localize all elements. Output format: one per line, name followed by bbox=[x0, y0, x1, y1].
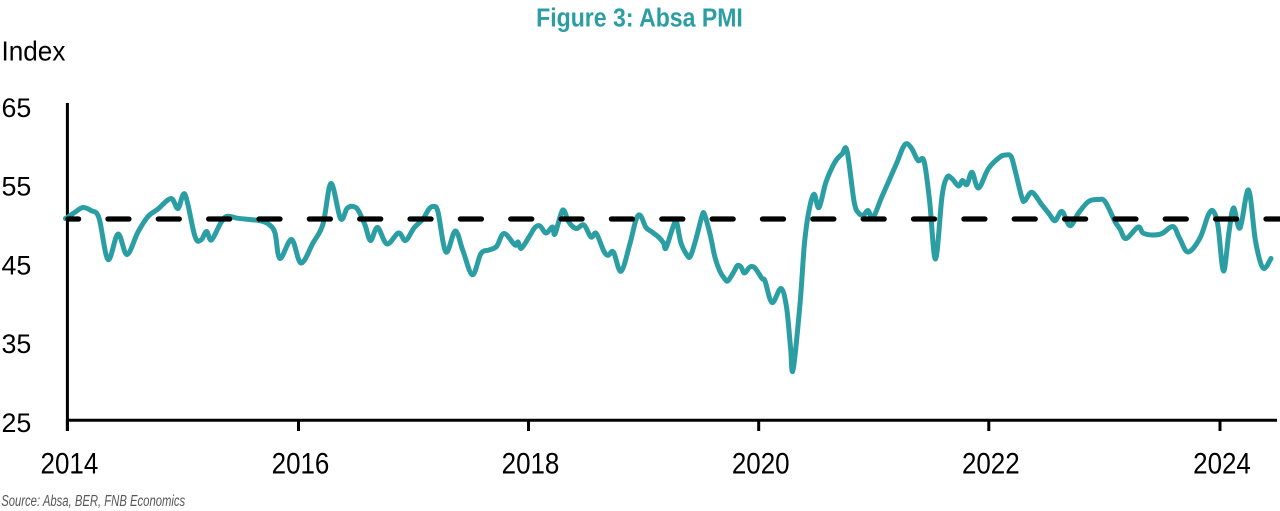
svg-text:45: 45 bbox=[2, 251, 32, 281]
svg-text:25: 25 bbox=[2, 408, 32, 438]
svg-text:Index: Index bbox=[2, 36, 66, 67]
svg-text:Source: Absa, BER, FNB Economi: Source: Absa, BER, FNB Economics bbox=[1, 493, 185, 510]
svg-text:2022: 2022 bbox=[962, 447, 1020, 480]
svg-text:2014: 2014 bbox=[41, 447, 99, 480]
svg-text:55: 55 bbox=[2, 172, 32, 202]
svg-text:35: 35 bbox=[2, 329, 32, 359]
svg-text:2016: 2016 bbox=[272, 447, 330, 480]
svg-text:65: 65 bbox=[2, 93, 32, 123]
svg-text:2024: 2024 bbox=[1193, 447, 1251, 480]
svg-text:Figure 3: Absa PMI: Figure 3: Absa PMI bbox=[536, 4, 743, 32]
svg-text:2020: 2020 bbox=[732, 447, 790, 480]
svg-text:2018: 2018 bbox=[502, 447, 560, 480]
